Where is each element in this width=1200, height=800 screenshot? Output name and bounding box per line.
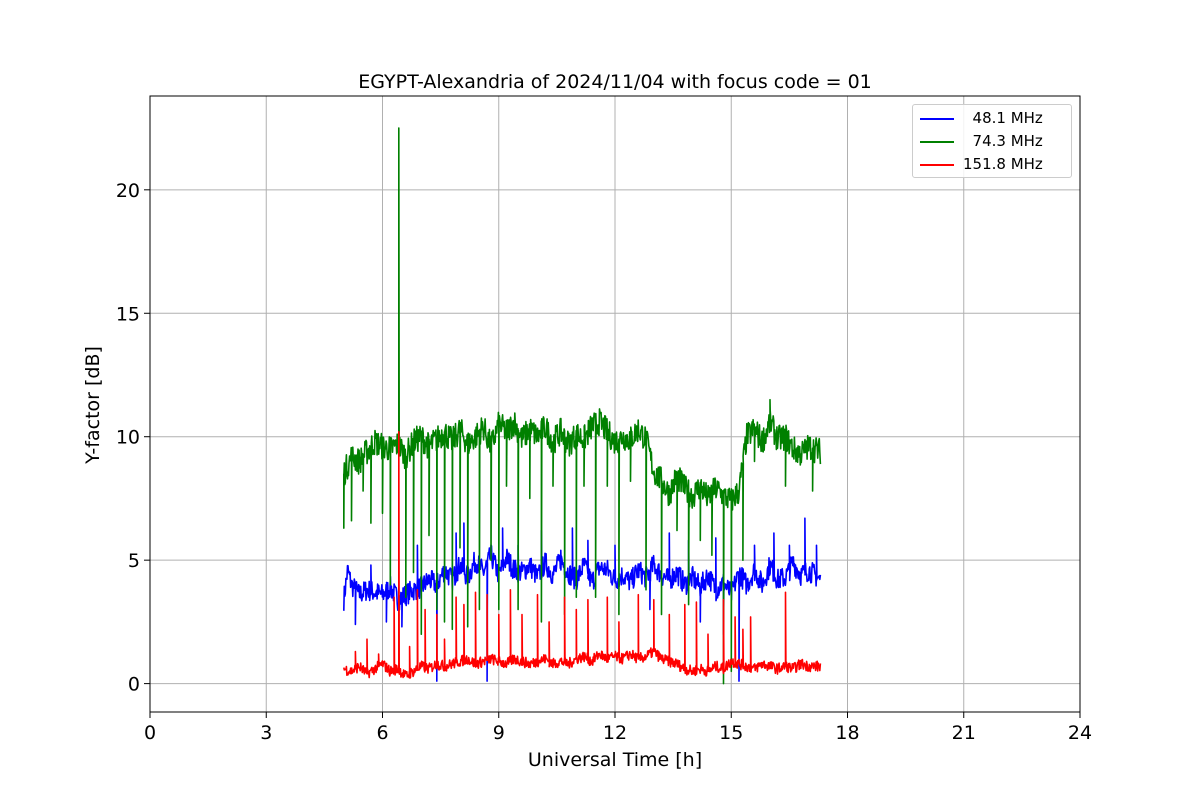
series-line xyxy=(343,517,822,682)
y-tick-label: 0 xyxy=(128,674,140,696)
series-line xyxy=(343,127,822,685)
legend-entry: 151.8 MHz xyxy=(913,154,1071,177)
y-tick-label: 5 xyxy=(128,550,140,572)
x-axis-label: Universal Time [h] xyxy=(528,749,702,771)
y-tick-label: 10 xyxy=(116,427,140,449)
y-tick-label: 15 xyxy=(116,303,140,325)
plot-area-series xyxy=(343,127,822,685)
legend-entry: 48.1 MHz xyxy=(913,108,1071,131)
legend-swatch xyxy=(920,141,954,143)
legend-swatch xyxy=(920,164,954,166)
x-tick-label: 12 xyxy=(603,722,627,744)
legend-label: 151.8 MHz xyxy=(963,155,1043,173)
grid xyxy=(149,96,1081,712)
x-tick-label: 15 xyxy=(719,722,743,744)
y-tick-label: 20 xyxy=(116,180,140,202)
x-tick-label: 9 xyxy=(493,722,505,744)
x-tick-label: 24 xyxy=(1068,722,1092,744)
x-tick-label: 3 xyxy=(260,722,272,744)
x-tick-label: 21 xyxy=(952,722,976,744)
x-tick-label: 6 xyxy=(376,722,388,744)
x-tick-label: 0 xyxy=(144,722,156,744)
x-tick-label: 18 xyxy=(835,722,859,744)
legend-swatch xyxy=(920,118,954,120)
chart-title: EGYPT-Alexandria of 2024/11/04 with focu… xyxy=(358,71,872,93)
legend-entry: 74.3 MHz xyxy=(913,131,1071,154)
legend-label: 74.3 MHz xyxy=(963,132,1043,150)
axis-ticks: 0 3 6 9 12 15 18 21 24 0 5 10 15 20 xyxy=(116,180,1092,744)
legend-label: 48.1 MHz xyxy=(963,109,1043,127)
series-line xyxy=(343,431,822,679)
y-axis-label: Y-factor [dB] xyxy=(82,346,104,465)
legend: 48.1 MHz 74.3 MHz 151.8 MHz xyxy=(912,104,1072,178)
